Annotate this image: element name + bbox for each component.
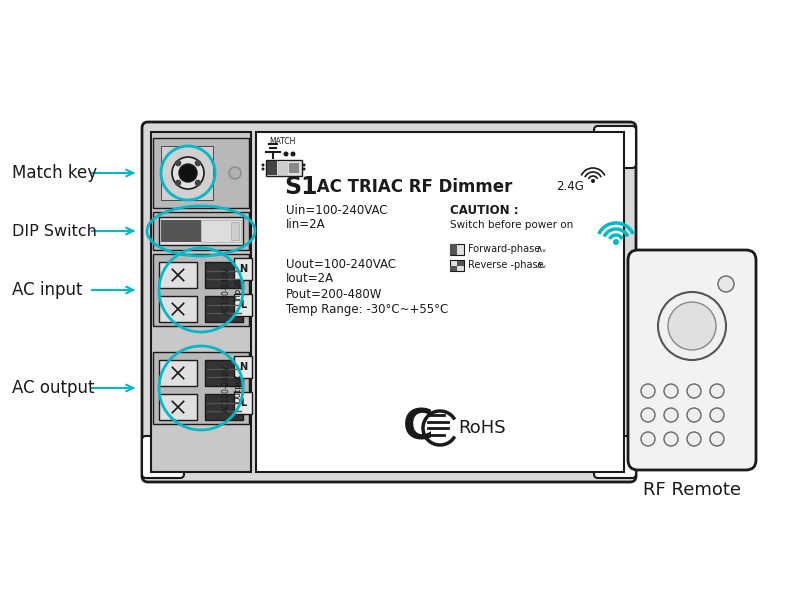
Text: L: L: [240, 398, 246, 408]
Bar: [205, 394, 243, 420]
Circle shape: [710, 384, 724, 398]
Circle shape: [687, 384, 701, 398]
Text: RF Remote: RF Remote: [643, 481, 741, 499]
Circle shape: [641, 408, 655, 422]
Circle shape: [687, 432, 701, 446]
Circle shape: [262, 167, 265, 170]
Bar: [153, 138, 249, 208]
Circle shape: [302, 167, 306, 170]
Circle shape: [302, 163, 306, 166]
FancyBboxPatch shape: [142, 436, 184, 478]
Text: RoHS: RoHS: [458, 419, 506, 437]
Bar: [256, 132, 624, 472]
Text: N: N: [239, 264, 247, 274]
Bar: [153, 212, 249, 250]
Circle shape: [176, 161, 181, 166]
Text: Pout=200-480W: Pout=200-480W: [286, 287, 382, 301]
Circle shape: [176, 181, 181, 185]
Circle shape: [710, 408, 724, 422]
Bar: [289, 163, 299, 173]
Text: MATCH: MATCH: [269, 137, 295, 146]
Circle shape: [172, 157, 204, 189]
Text: AC100-240V: AC100-240V: [222, 364, 230, 412]
FancyBboxPatch shape: [594, 126, 636, 168]
FancyBboxPatch shape: [142, 122, 636, 482]
Bar: [153, 352, 249, 424]
Text: CAUTION :: CAUTION :: [450, 203, 518, 217]
Text: AC TRIAC RF Dimmer: AC TRIAC RF Dimmer: [311, 178, 512, 196]
Text: Input: Input: [234, 279, 242, 301]
Circle shape: [664, 432, 678, 446]
Circle shape: [179, 164, 197, 182]
Bar: [450, 244, 457, 255]
Text: N: N: [239, 362, 247, 372]
Text: ∧ᵥ: ∧ᵥ: [536, 260, 547, 270]
Circle shape: [195, 161, 200, 166]
Bar: [234, 258, 252, 280]
Bar: [278, 161, 288, 175]
Bar: [234, 356, 252, 378]
Bar: [205, 296, 243, 322]
Bar: [234, 294, 252, 316]
Bar: [231, 222, 239, 240]
Bar: [159, 394, 197, 420]
Bar: [151, 132, 251, 472]
Text: Switch before power on: Switch before power on: [450, 220, 574, 230]
Text: Reverse -phase: Reverse -phase: [468, 260, 544, 270]
Circle shape: [658, 292, 726, 360]
Text: AC100-240V: AC100-240V: [222, 266, 230, 314]
Bar: [161, 220, 201, 242]
Text: DIP Switch: DIP Switch: [12, 223, 97, 238]
Bar: [234, 392, 252, 414]
Circle shape: [718, 276, 734, 292]
Bar: [153, 254, 249, 326]
Bar: [159, 262, 197, 288]
Text: AC input: AC input: [12, 281, 82, 299]
Bar: [450, 244, 464, 255]
Text: ∧ᵥ: ∧ᵥ: [536, 244, 547, 254]
Bar: [205, 262, 243, 288]
Bar: [266, 160, 302, 176]
Circle shape: [641, 384, 655, 398]
Bar: [201, 220, 241, 242]
Bar: [205, 360, 243, 386]
Text: Uin=100-240VAC: Uin=100-240VAC: [286, 203, 387, 217]
Bar: [159, 217, 243, 245]
Circle shape: [613, 239, 619, 245]
FancyBboxPatch shape: [594, 436, 636, 478]
Text: Temp Range: -30°C~+55°C: Temp Range: -30°C~+55°C: [286, 302, 448, 316]
Bar: [450, 260, 464, 271]
Text: Output: Output: [234, 373, 242, 403]
Circle shape: [687, 408, 701, 422]
Text: L: L: [240, 300, 246, 310]
Circle shape: [262, 163, 265, 166]
Circle shape: [664, 408, 678, 422]
Circle shape: [710, 432, 724, 446]
Text: 2.4G: 2.4G: [556, 181, 584, 193]
Circle shape: [668, 302, 716, 350]
Bar: [159, 296, 197, 322]
Circle shape: [229, 167, 241, 179]
Text: S1: S1: [284, 175, 318, 199]
Bar: [267, 161, 277, 175]
Bar: [457, 261, 464, 266]
Circle shape: [290, 151, 295, 157]
Text: C: C: [402, 407, 434, 449]
Text: Match key: Match key: [12, 164, 97, 182]
Text: Uout=100-240VAC: Uout=100-240VAC: [286, 257, 396, 271]
Text: Iin=2A: Iin=2A: [286, 218, 326, 232]
Bar: [450, 266, 457, 271]
FancyBboxPatch shape: [628, 250, 756, 470]
Text: NO: NO: [162, 237, 173, 243]
Circle shape: [195, 181, 200, 185]
Circle shape: [664, 384, 678, 398]
Bar: [159, 360, 197, 386]
Circle shape: [591, 179, 595, 183]
Bar: [161, 146, 213, 200]
Text: Forward-phase: Forward-phase: [468, 244, 540, 254]
Circle shape: [641, 432, 655, 446]
Text: Iout=2A: Iout=2A: [286, 272, 334, 286]
Text: AC output: AC output: [12, 379, 94, 397]
Circle shape: [283, 151, 289, 157]
